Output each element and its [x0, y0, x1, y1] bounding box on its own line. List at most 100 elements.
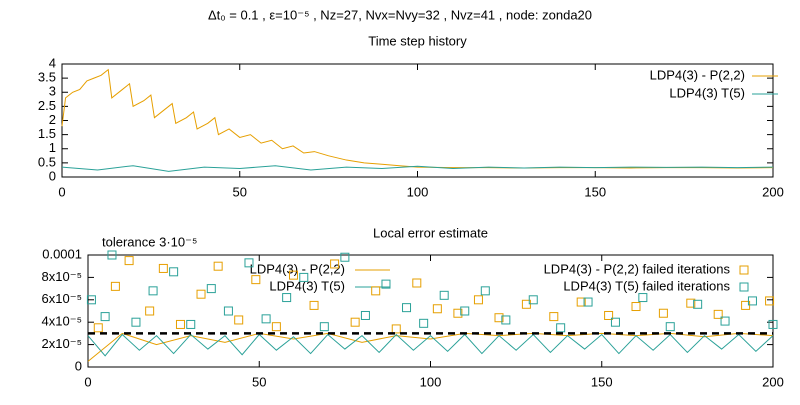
y-tick-label: 2x10⁻⁵ [42, 336, 82, 351]
chart-title: Time step history [368, 33, 467, 48]
failed-point [196, 289, 206, 299]
failed-point [289, 270, 298, 280]
y-tick-label: 2.5 [38, 98, 56, 113]
failed-point [501, 315, 511, 325]
series-line [61, 165, 774, 172]
y-tick-label: 3.5 [38, 70, 56, 85]
failed-point [251, 275, 261, 285]
failed-point [432, 304, 442, 314]
failed-point [665, 322, 675, 332]
failed-point [638, 293, 648, 303]
x-tick-label: 200 [762, 374, 784, 389]
y-tick-label: 4 [49, 55, 56, 70]
x-tick-label: 150 [591, 374, 613, 389]
failed-point [583, 297, 593, 307]
x-tick-label: 0 [58, 184, 65, 199]
failed-point [686, 298, 696, 308]
y-tick-label: 0.0001 [42, 246, 82, 261]
failed-point [391, 324, 401, 334]
failed-point [439, 290, 449, 300]
failed-point [604, 310, 614, 320]
failed-point [131, 317, 141, 327]
y-tick-label: 4x10⁻⁵ [42, 314, 82, 329]
failed-point [93, 323, 103, 333]
series-line [87, 333, 774, 357]
failed-point [549, 312, 559, 322]
failed-point [124, 256, 134, 266]
failed-point [350, 317, 360, 327]
failed-point [169, 267, 179, 277]
failed-point [110, 281, 120, 291]
failed-point [330, 259, 340, 269]
failed-point [282, 293, 292, 303]
failed-point [419, 318, 429, 328]
failed-point [720, 316, 730, 326]
failed-point [309, 300, 319, 310]
failed-point [271, 322, 281, 332]
figure-title: Δt₀ = 0.1 , ε=10⁻⁵ , Nz=27, Nvx=Nvy=32 ,… [208, 7, 592, 22]
failed-point [175, 319, 185, 329]
x-tick-label: 50 [252, 374, 266, 389]
failed-point [107, 250, 117, 260]
failed-point [186, 319, 196, 329]
legend-marker [739, 265, 749, 275]
legend-label: LDP4(3) T(5) failed iterations [563, 278, 730, 293]
failed-point [340, 252, 350, 262]
legend-marker [739, 282, 749, 292]
failed-point [360, 310, 370, 320]
failed-point [145, 306, 155, 316]
failed-point [299, 272, 309, 282]
failed-point [86, 295, 96, 305]
failed-point [213, 261, 223, 271]
x-tick-label: 200 [762, 184, 784, 199]
failed-point [610, 317, 620, 327]
y-tick-label: 3 [49, 84, 56, 99]
y-tick-label: 1.5 [38, 126, 56, 141]
failed-point [100, 312, 110, 322]
failed-point [768, 319, 778, 329]
x-tick-label: 0 [84, 374, 91, 389]
failed-point [528, 295, 538, 305]
failed-point [713, 309, 723, 319]
chart-title: Local error estimate [373, 225, 488, 240]
failed-point [576, 297, 586, 307]
failed-point [261, 314, 271, 324]
failed-point [381, 279, 391, 289]
x-tick-label: 150 [584, 184, 606, 199]
failed-point [631, 302, 641, 312]
failed-point [480, 286, 490, 296]
y-tick-label: 0.5 [38, 154, 56, 169]
failed-point [693, 299, 703, 309]
failed-point [319, 322, 329, 332]
legend-label: LDP4(3) T(5) [669, 85, 745, 100]
legend-label: LDP4(3) - P(2,2) failed iterations [544, 261, 731, 276]
failed-point [234, 315, 244, 325]
x-tick-label: 100 [407, 184, 429, 199]
legend-label: LDP4(3) - P(2,2) [250, 261, 345, 276]
y-tick-label: 8x10⁻⁵ [42, 269, 82, 284]
x-tick-label: 50 [233, 184, 247, 199]
failed-point [158, 263, 168, 273]
failed-point [747, 296, 757, 306]
y-tick-label: 2 [49, 112, 56, 127]
failed-point [765, 296, 775, 306]
series-line [61, 68, 774, 169]
failed-point [223, 306, 233, 316]
failed-point [658, 308, 668, 318]
failed-point [453, 308, 463, 318]
y-tick-label: 0 [49, 168, 56, 183]
failed-point [244, 258, 254, 268]
legend-label: LDP4(3) - P(2,2) [650, 67, 745, 82]
tolerance-label: tolerance 3·10⁻⁵ [102, 234, 197, 249]
x-tick-label: 100 [420, 374, 442, 389]
failed-point [556, 323, 566, 333]
failed-point [460, 306, 470, 316]
failed-point [412, 278, 422, 288]
failed-point [148, 286, 158, 296]
y-tick-label: 1 [49, 140, 56, 155]
y-tick-label: 6x10⁻⁵ [42, 291, 82, 306]
legend-label: LDP4(3) T(5) [269, 278, 345, 293]
failed-point [494, 313, 504, 323]
